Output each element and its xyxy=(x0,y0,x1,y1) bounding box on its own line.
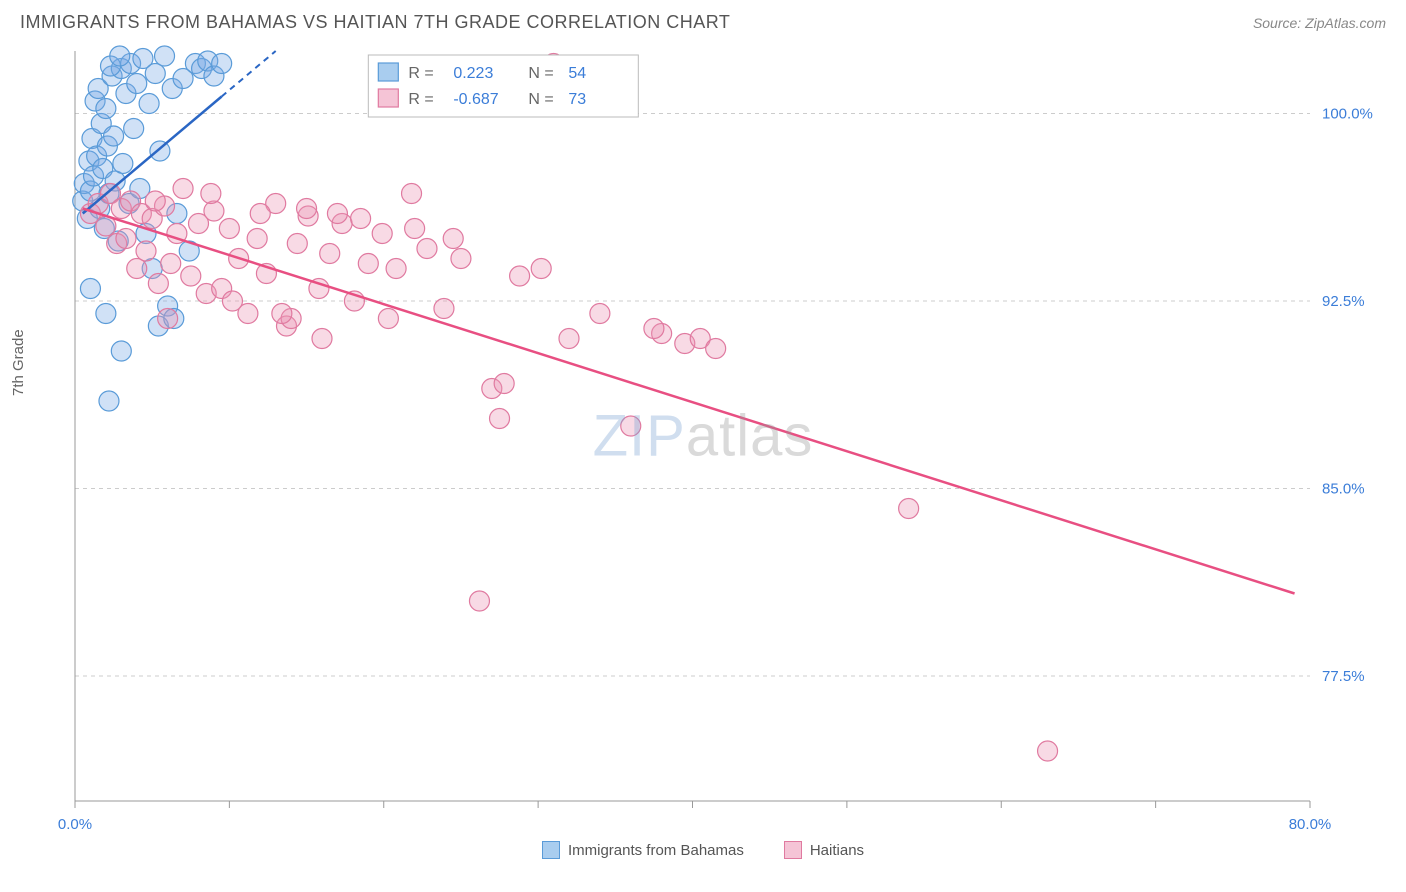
legend-label-bahamas: Immigrants from Bahamas xyxy=(568,842,744,859)
scatter-chart: 77.5% 85.0% 92.5% 100.0% 0.0% 80.0% R = 0.223 N … xyxy=(20,41,1386,831)
chart-area: 7th Grade ZIPatlas 77.5%85.0%92.5%100.0%… xyxy=(20,41,1386,831)
svg-text:73: 73 xyxy=(568,91,586,108)
svg-text:N =: N = xyxy=(528,91,553,108)
source-prefix: Source: xyxy=(1253,15,1305,31)
svg-text:-0.687: -0.687 xyxy=(453,91,498,108)
svg-text:0.223: 0.223 xyxy=(453,65,493,82)
swatch-bahamas xyxy=(542,841,560,859)
svg-text:R =: R = xyxy=(408,91,433,108)
svg-text:92.5%: 92.5% xyxy=(1322,293,1365,310)
svg-text:100.0%: 100.0% xyxy=(1322,106,1373,123)
source-link[interactable]: ZipAtlas.com xyxy=(1305,15,1386,31)
legend-label-haitians: Haitians xyxy=(810,842,864,859)
chart-source: Source: ZipAtlas.com xyxy=(1253,15,1386,31)
chart-title: IMMIGRANTS FROM BAHAMAS VS HAITIAN 7TH G… xyxy=(20,12,730,33)
swatch-haitians xyxy=(784,841,802,859)
svg-text:77.5%: 77.5% xyxy=(1322,668,1365,685)
svg-text:54: 54 xyxy=(568,65,586,82)
legend-item-haitians: Haitians xyxy=(784,841,864,859)
legend-item-bahamas: Immigrants from Bahamas xyxy=(542,841,744,859)
chart-header: IMMIGRANTS FROM BAHAMAS VS HAITIAN 7TH G… xyxy=(0,0,1406,41)
svg-text:85.0%: 85.0% xyxy=(1322,481,1365,498)
bottom-legend: Immigrants from Bahamas Haitians xyxy=(0,831,1406,869)
y-axis-label: 7th Grade xyxy=(10,329,27,396)
svg-text:N =: N = xyxy=(528,65,553,82)
svg-text:80.0%: 80.0% xyxy=(1289,816,1332,831)
svg-text:0.0%: 0.0% xyxy=(58,816,92,831)
svg-text:R =: R = xyxy=(408,65,433,82)
